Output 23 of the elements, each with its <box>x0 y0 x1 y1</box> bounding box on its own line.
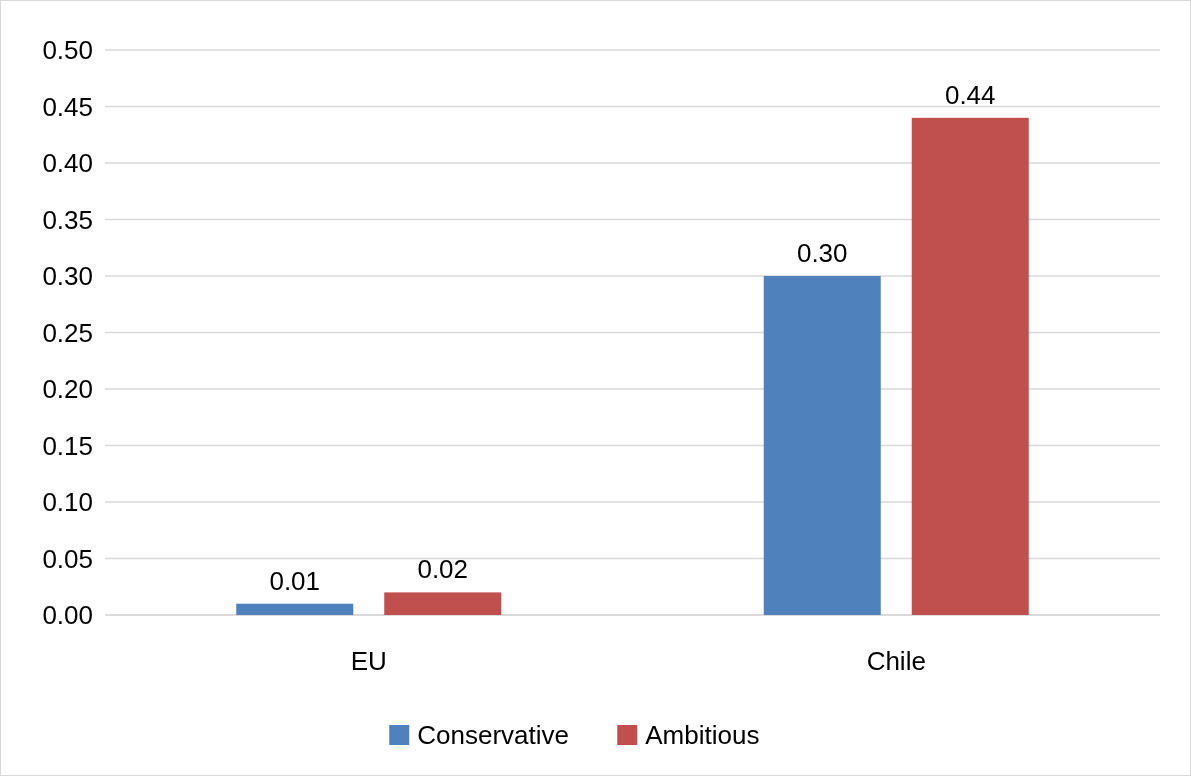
x-tick-label: EU <box>350 646 387 676</box>
legend-label: Ambitious <box>645 720 760 751</box>
legend-label: Conservative <box>417 720 569 751</box>
data-label: 0.44 <box>944 79 996 110</box>
bar <box>911 117 1029 615</box>
data-label: 0.30 <box>796 238 848 268</box>
y-tick-label: 0.45 <box>42 91 93 122</box>
y-tick-label: 0.05 <box>42 543 93 574</box>
y-tick-label: 0.10 <box>42 487 93 518</box>
y-tick-label: 0.20 <box>42 374 93 405</box>
y-tick-label: 0.15 <box>42 430 93 461</box>
y-tick-label: 0.40 <box>42 148 93 179</box>
y-tick-label: 0.00 <box>42 600 93 631</box>
y-tick-label: 0.50 <box>42 35 93 66</box>
data-label: 0.01 <box>269 565 321 596</box>
y-tick-label: 0.35 <box>42 204 93 235</box>
y-tick-label: 0.30 <box>42 261 93 292</box>
x-tick-label: Chile <box>866 646 926 676</box>
data-label: 0.02 <box>417 554 469 585</box>
bar <box>384 592 502 615</box>
y-tick-label: 0.25 <box>42 317 93 348</box>
bar <box>763 276 881 615</box>
bar <box>236 603 354 615</box>
